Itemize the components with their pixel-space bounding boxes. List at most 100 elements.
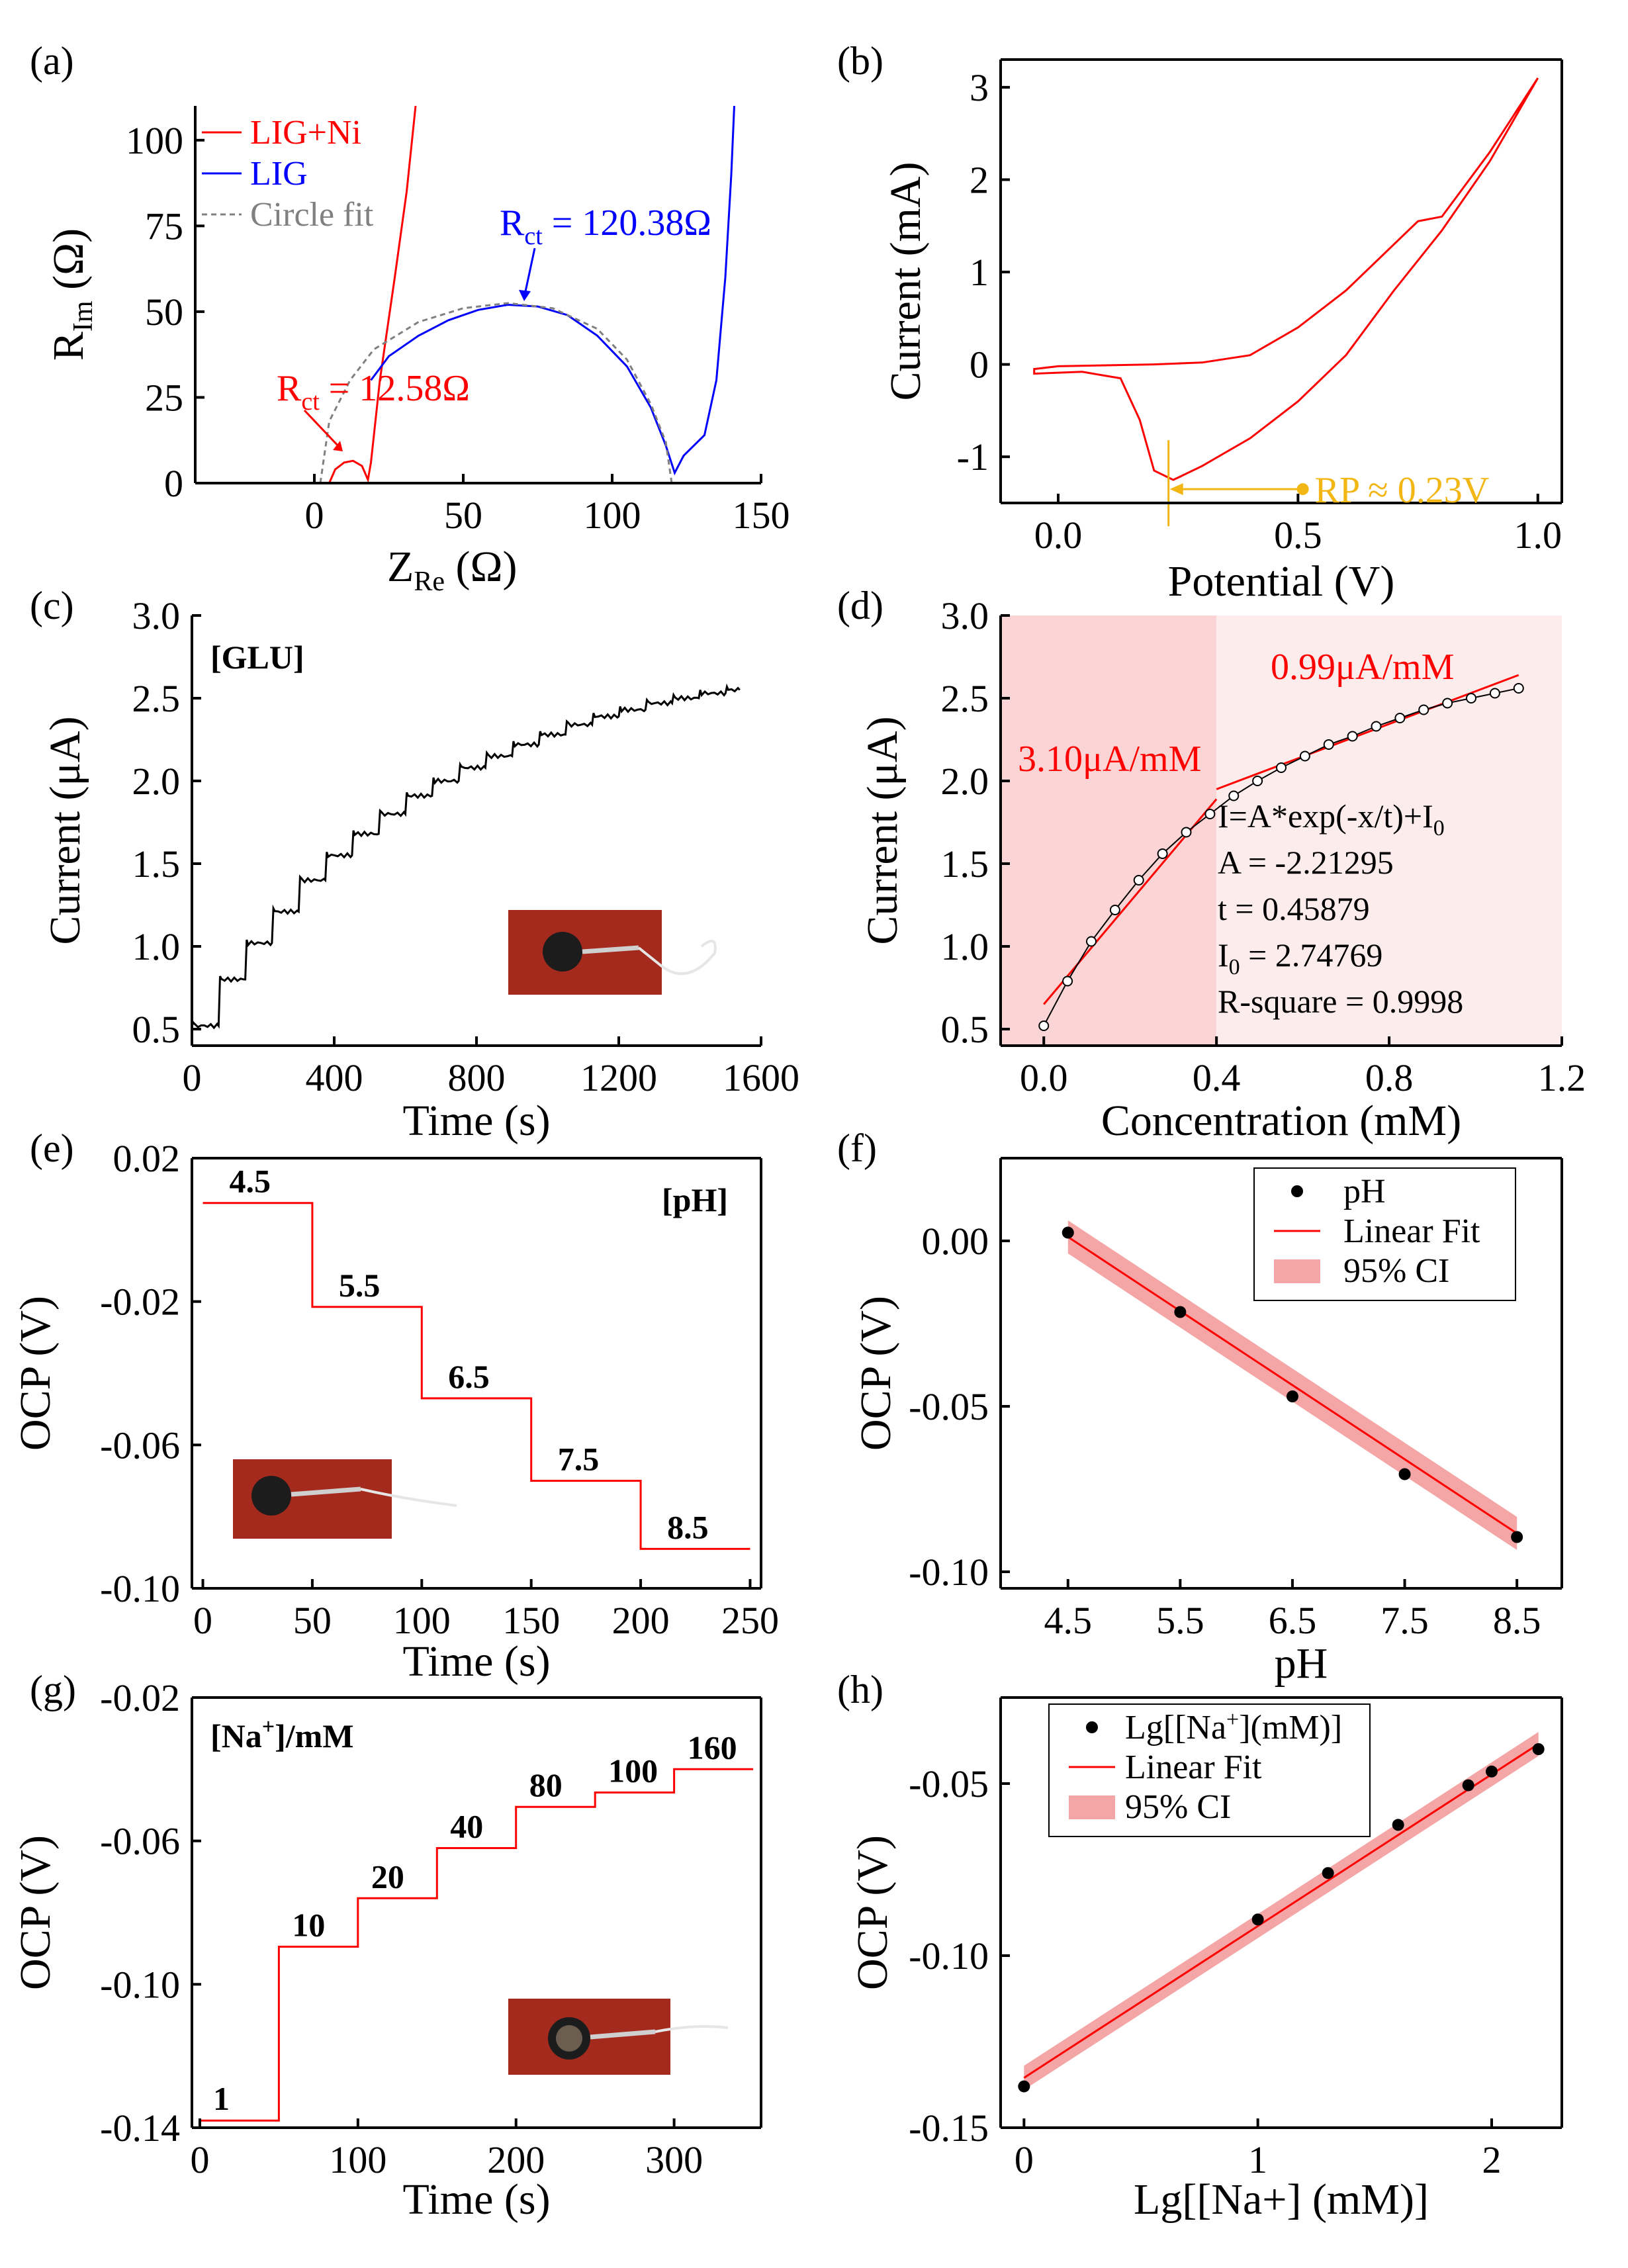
b-ytick-label: 1 [970,251,989,294]
a-x-axis-label: ZRe (Ω) [387,543,518,597]
d-point [1299,750,1310,762]
d-point [1252,776,1263,786]
d-slope-low: 3.10μA/mM [1018,739,1201,780]
plot-a [319,105,735,484]
g-xtick-label: 100 [329,2138,386,2181]
d-point [1276,762,1287,773]
e-xtick-label: 100 [393,1599,451,1642]
g-level-label: 10 [292,1906,325,1943]
h-point [1322,1867,1334,1880]
e-xtick-label: 200 [612,1599,670,1642]
b-ytick-label: 3 [970,66,989,109]
c-xtick-label: 800 [448,1056,506,1099]
h-fit-line [1023,1743,1539,2079]
g-level-label: 80 [529,1766,563,1803]
panel-h: (h) 0 1 2 -0.15 -0.10 -0.05 Lg[[Na+] (mM)] OC… [837,1668,1563,2224]
plot-h [1018,1732,1545,2093]
e-series-ocp [203,1202,750,1550]
d-slope-high: 0.99μA/mM [1271,647,1454,688]
a-rct-annotation-blue: Rct = 120.38Ω [500,203,711,250]
d-equation: I=A*exp(-x/t)+I0 A = -2.21295 t = 0.4587… [1218,797,1463,1020]
a-xtick-label: 0 [305,494,324,537]
a-ytick-label: 100 [126,119,183,162]
h-ytick-label: -0.10 [909,1934,989,1977]
panel-f: (f) 4.5 5.5 6.5 7.5 8.5 -0.10 -0.05 0.00 pH OCP… [837,1126,1563,1688]
panel-label-f: (f) [837,1126,877,1170]
b-x-axis-label: Potential (V) [1168,557,1395,606]
e-ticks: 0 50 100 150 200 250 -0.10 -0.06 -0.02 0.02 [100,1137,779,1642]
h-point [1018,2080,1030,2093]
b-y-axis-label: Current (mA) [882,161,930,400]
d-point [1323,739,1334,750]
a-series-lig [370,105,735,476]
e-xtick-label: 250 [721,1599,779,1642]
d-point [1157,848,1168,859]
d-point [1371,721,1382,732]
c-series-current [191,683,741,1030]
a-xtick-label: 50 [444,494,482,537]
d-point [1418,704,1429,715]
d-eq-line-2: A = -2.21295 [1218,844,1394,881]
d-ytick-label: 0.5 [941,1008,989,1051]
c-ytick-label: 3.0 [132,594,181,637]
plot-e: 4.5 5.5 6.5 7.5 8.5 [203,1163,750,1550]
h-point [1532,1743,1545,1755]
panel-label-g: (g) [30,1668,76,1711]
g-xtick-label: 300 [645,2138,703,2181]
h-xtick-label: 2 [1482,2138,1502,2181]
panel-label-a: (a) [30,39,74,83]
plot-f [1062,1220,1523,1550]
f-y-axis-label: OCP (V) [852,1296,900,1451]
panel-label-b: (b) [837,39,883,83]
a-ytick-label: 0 [164,462,183,505]
d-x-axis-label: Concentration (mM) [1101,1097,1461,1145]
panel-b: (b) 0.0 0.5 1.0 -1 0 1 2 3 Potential (V) Curren… [837,39,1563,606]
e-y-axis-label: OCP (V) [11,1296,60,1451]
a-series-circle-fit [319,302,673,484]
f-legend-ph: pH [1343,1173,1386,1210]
a-xtick-label: 150 [733,494,790,537]
plot-d [1001,615,1562,1046]
d-point [1062,975,1073,987]
d-eq-line-3: t = 0.45879 [1218,890,1370,927]
f-xtick-label: 4.5 [1044,1599,1093,1642]
b-ytick-label: -1 [957,435,989,478]
g-level-label: 20 [371,1858,404,1895]
c-ytick-label: 2.5 [132,677,181,720]
g-series-ocp [199,1768,754,2122]
b-xtick-label: 0.5 [1274,514,1322,557]
g-note-na: [Na+]/mM [210,1715,354,1754]
b-rp-annotation: RP ≈ 0.23V [1315,470,1490,511]
e-xtick-label: 0 [193,1599,212,1642]
panel-g: (g) 1 10 20 40 80 100 160 0 100 200 300 -0.14 -0.10… [11,1668,762,2224]
f-fit-line [1067,1236,1517,1535]
g-level-label: 160 [688,1729,737,1766]
f-legend-ci-swatch [1274,1259,1320,1283]
d-point [1038,1021,1050,1031]
f-legend-ci: 95% CI [1343,1252,1449,1290]
d-xtick-label: 0.4 [1193,1056,1241,1099]
b-xtick-label: 0.0 [1034,514,1083,557]
f-ytick-label: -0.10 [909,1551,989,1594]
f-xtick-label: 6.5 [1269,1599,1317,1642]
b-ticks: 0.0 0.5 1.0 -1 0 1 2 3 [957,66,1562,557]
d-point [1394,713,1406,723]
d-ytick-label: 2.0 [941,760,989,803]
h-legend-ci: 95% CI [1125,1788,1231,1826]
d-region-1 [1216,615,1562,1046]
a-series-lig-ni [328,105,417,484]
panel-label-d: (d) [837,584,883,627]
c-sensor-photo [508,910,717,995]
g-level-label: 40 [450,1808,483,1845]
panel-label-e: (e) [30,1126,74,1170]
plot-c [191,683,741,1030]
panel-c: (c) 0 400 800 1200 1600 0.5 1.0 1.5 2.0 2.5 3.0 Ti… [30,584,799,1145]
g-sensor-photo [508,1999,729,2075]
f-legend-marker [1291,1185,1303,1197]
d-point [1466,693,1477,703]
c-xtick-label: 400 [306,1056,363,1099]
g-ytick-label: -0.06 [100,1820,180,1863]
c-ytick-label: 1.0 [132,925,181,968]
a-ytick-label: 25 [145,376,183,419]
g-xtick-label: 200 [487,2138,545,2181]
